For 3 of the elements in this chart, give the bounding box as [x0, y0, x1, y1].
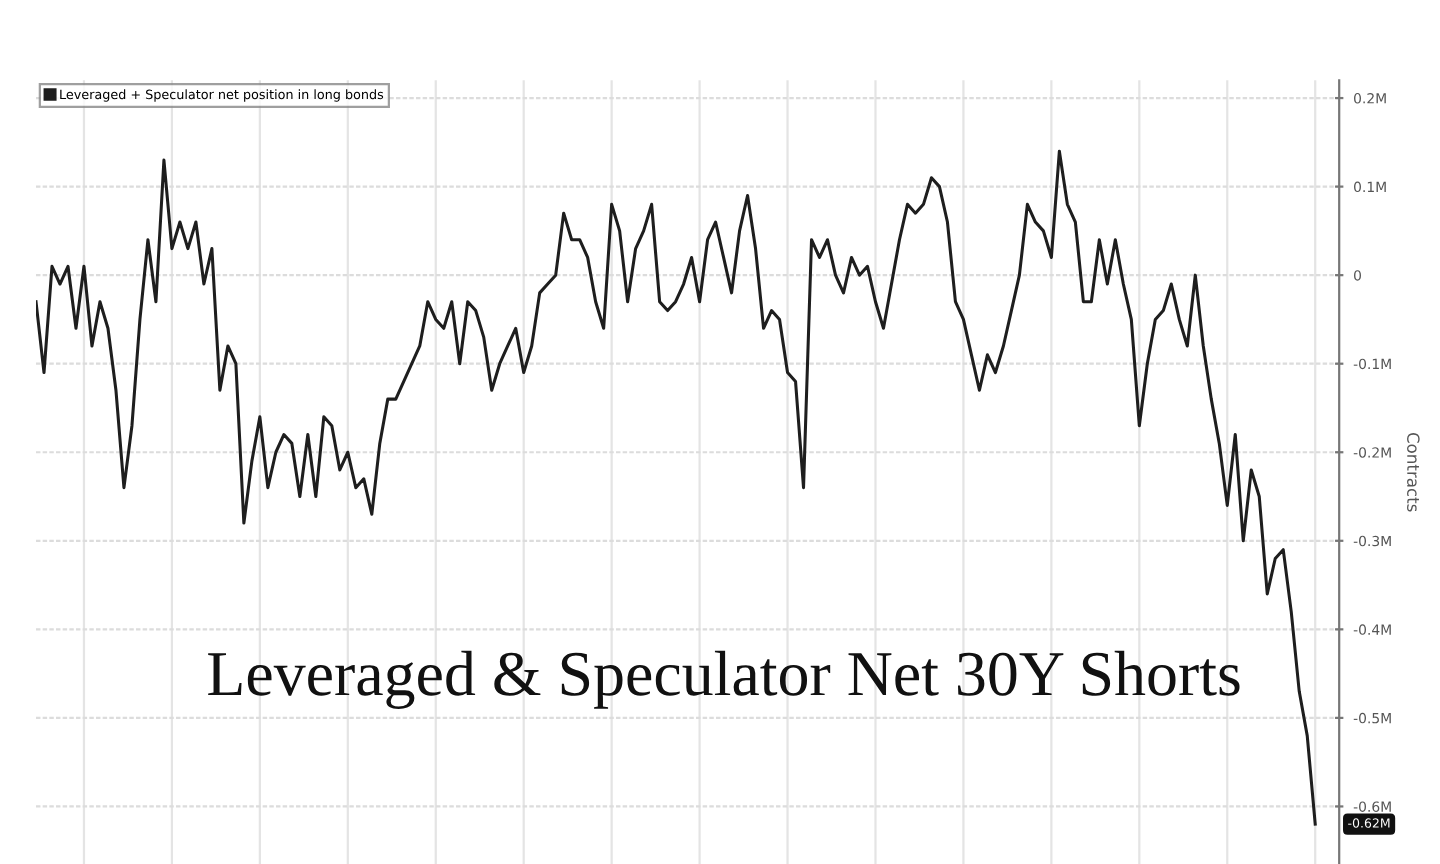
line-series: [36, 149, 1317, 826]
text: Leveraged & Speculator Net 30Y Shorts: [208, 650, 1240, 709]
y-axis-title: Contracts: [1407, 432, 1420, 512]
